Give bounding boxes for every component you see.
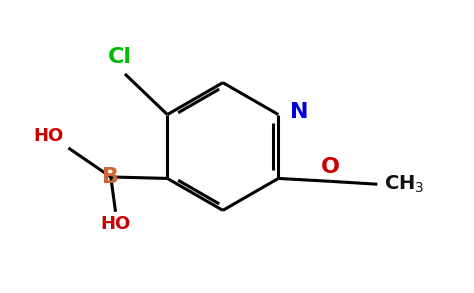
Text: CH$_3$: CH$_3$ [384, 173, 425, 195]
Text: HO: HO [34, 127, 64, 145]
Text: Cl: Cl [108, 47, 132, 67]
Text: N: N [290, 102, 309, 122]
Text: B: B [102, 167, 119, 187]
Text: O: O [321, 157, 340, 177]
Text: HO: HO [100, 215, 131, 233]
